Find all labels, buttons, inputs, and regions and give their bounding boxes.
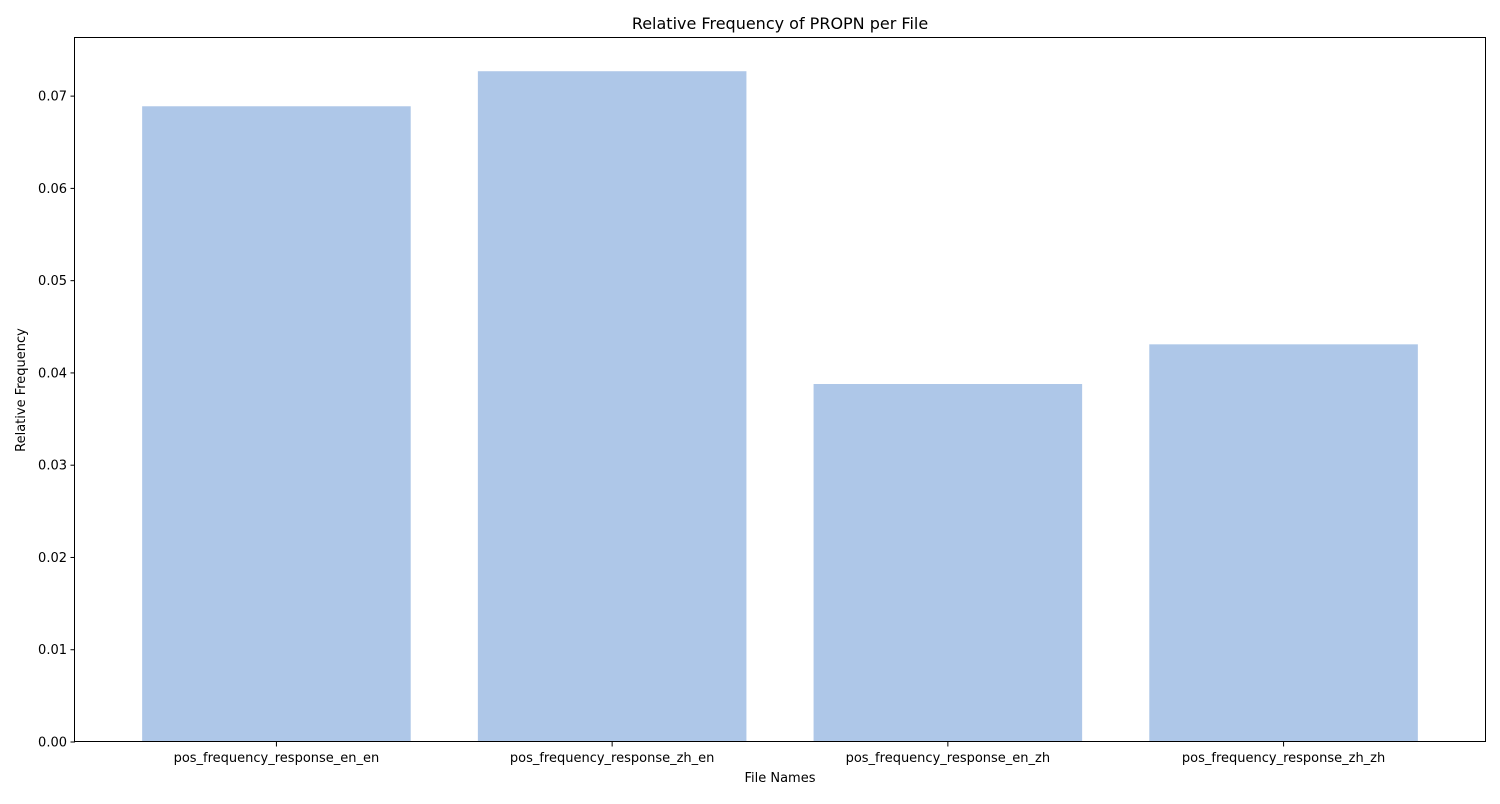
y-tick-label: 0.02: [38, 551, 67, 566]
bar-3: [813, 384, 1083, 742]
y-axis-label: Relative Frequency: [14, 328, 29, 452]
y-tick-label: 0.03: [38, 459, 67, 474]
y-tick-label: 0.00: [38, 736, 67, 751]
y-tick-label: 0.05: [38, 274, 67, 289]
x-axis-label: File Names: [744, 771, 815, 786]
bars-layer: [142, 71, 1418, 743]
y-tick-label: 0.06: [38, 182, 67, 197]
x-axis-ticks: pos_frequency_response_en_en pos_frequenc…: [174, 742, 1385, 766]
x-tick-label: pos_frequency_response_zh_zh: [1182, 751, 1385, 766]
y-tick-label: 0.01: [38, 643, 67, 658]
y-axis-ticks: 0.00 0.01 0.02 0.03 0.04 0.05 0.06 0.07: [38, 90, 75, 751]
x-tick-label: pos_frequency_response_en_en: [174, 751, 380, 766]
x-tick-label: pos_frequency_response_en_zh: [846, 751, 1051, 766]
y-tick-label: 0.07: [38, 90, 67, 105]
y-tick-label: 0.04: [38, 366, 67, 381]
bar-2: [477, 71, 747, 743]
chart-title: Relative Frequency of PROPN per File: [632, 14, 928, 33]
x-tick-label: pos_frequency_response_zh_en: [510, 751, 715, 766]
bar-4: [1149, 344, 1418, 742]
bar-1: [142, 106, 411, 743]
plot-frame: [74, 37, 1486, 742]
